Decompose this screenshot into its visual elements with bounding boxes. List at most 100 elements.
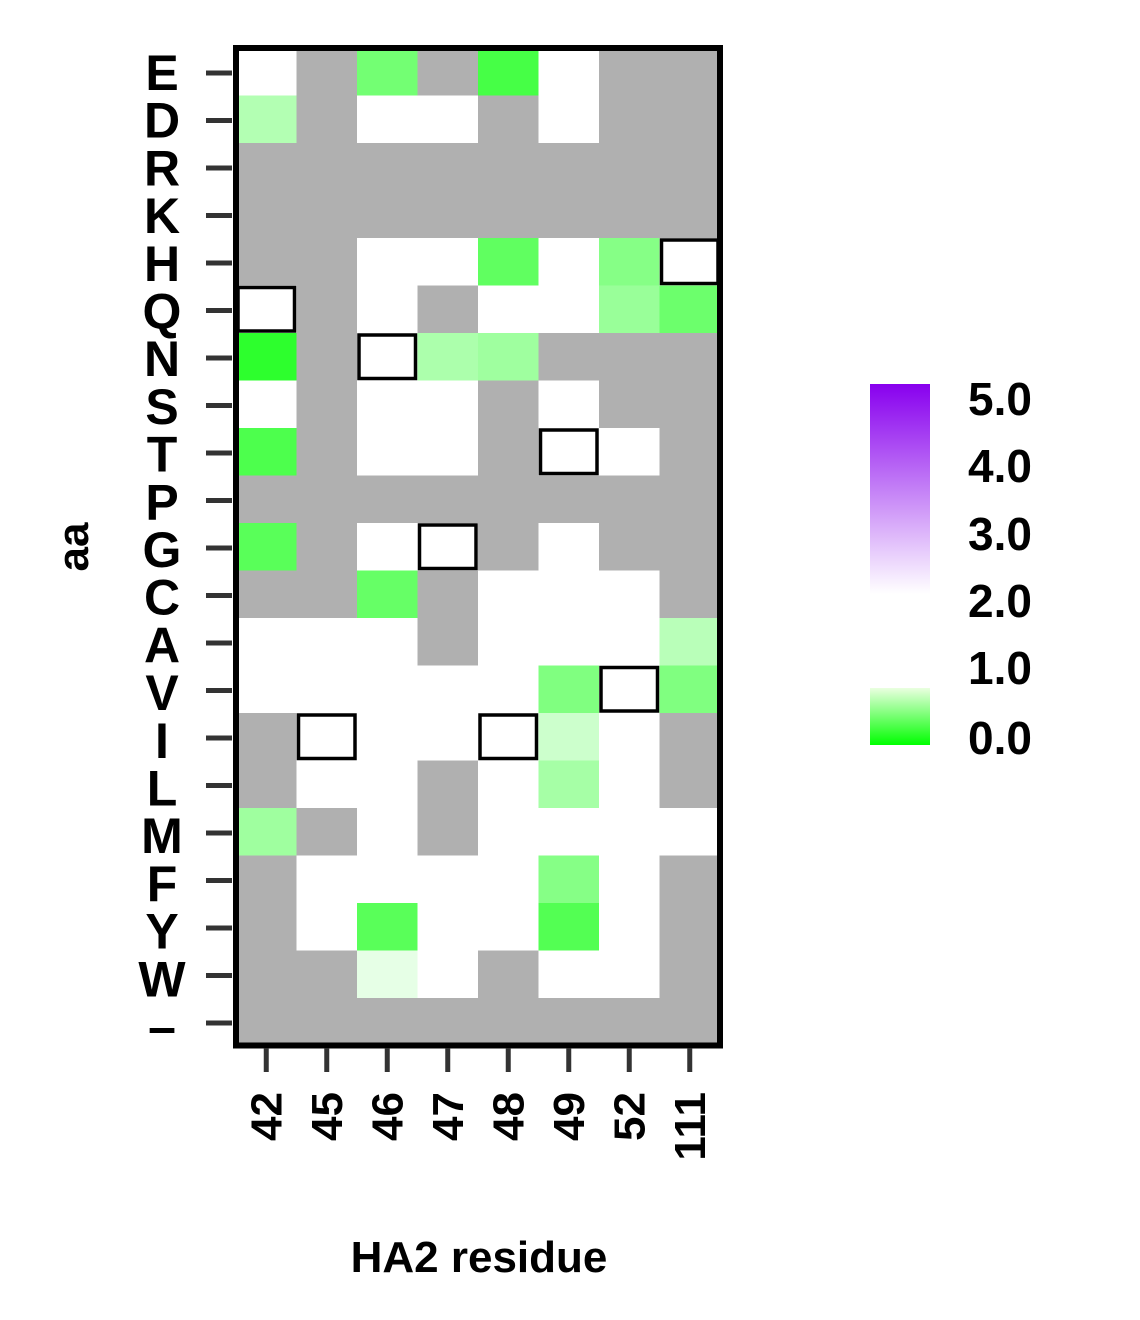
heatmap-cell-49-R [538, 143, 600, 192]
heatmap-cell-46-F [357, 855, 419, 904]
heatmap-cell-47-C [417, 570, 479, 619]
x-tick-label-45: 45 [303, 1092, 352, 1141]
heatmap-cell-52-M [599, 808, 661, 857]
heatmap-cell-46-D [357, 95, 419, 144]
heatmap-cell-47-D [417, 95, 479, 144]
heatmap-cell-42-V [236, 665, 298, 714]
heatmap-cell-45-K [296, 190, 358, 239]
heatmap-cell-42-Y [236, 903, 298, 952]
heatmap-cell-42-I [236, 713, 298, 762]
heatmap-cell-49-Q [538, 285, 600, 334]
heatmap-cell-111-T [659, 428, 721, 477]
heatmap-cell-47-L [417, 760, 479, 809]
heatmap-cell-47-M [417, 808, 479, 857]
heatmap-cell-42-H [236, 238, 298, 287]
y-tick-label-4: H [144, 236, 180, 292]
heatmap-cell-45-V [296, 665, 358, 714]
heatmap-cell-49-L [538, 760, 600, 809]
heatmap-cell-49-I [538, 713, 600, 762]
heatmap-cell-46-– [357, 998, 419, 1047]
heatmap-cell-42-L [236, 760, 298, 809]
heatmap-cell-47-A [417, 618, 479, 667]
heatmap-cell-46-L [357, 760, 419, 809]
heatmap-cell-42-F [236, 855, 298, 904]
x-tick-label-52: 52 [605, 1092, 654, 1141]
heatmap-cell-46-Y [357, 903, 419, 952]
heatmap-cell-49-N [538, 333, 600, 382]
x-tick-label-46: 46 [363, 1092, 412, 1141]
heatmap-cell-46-T [357, 428, 419, 477]
heatmap-cell-45-G [296, 523, 358, 572]
heatmap-cell-52-A [599, 618, 661, 667]
heatmap-cell-49-– [538, 998, 600, 1047]
heatmap-cell-46-C [357, 570, 419, 619]
x-tick-label-111: 111 [666, 1092, 715, 1161]
heatmap-cell-49-T [538, 428, 600, 477]
heatmap-cell-52-E [599, 48, 661, 97]
y-tick-label-6: N [144, 331, 180, 387]
heatmap-cell-52-Q [599, 285, 661, 334]
heatmap-cell-42-P [236, 475, 298, 524]
heatmap-cell-52-W [599, 950, 661, 999]
heatmap-cell-46-H [357, 238, 419, 287]
heatmap-cell-111-N [659, 333, 721, 382]
heatmap-cell-47-K [417, 190, 479, 239]
heatmap-cell-46-K [357, 190, 419, 239]
y-tick-label-11: C [144, 570, 180, 626]
heatmap-cell-48-W [478, 950, 540, 999]
heatmap-cell-47-Q [417, 285, 479, 334]
heatmap-cell-49-E [538, 48, 600, 97]
colorbar: 5.0 4.0 3.0 2.0 1.0 0.0 [870, 373, 1032, 764]
heatmap-cell-49-D [538, 95, 600, 144]
heatmap-cell-46-M [357, 808, 419, 857]
heatmap-cell-48-S [478, 380, 540, 429]
heatmap-cell-52-G [599, 523, 661, 572]
heatmap-cell-48-P [478, 475, 540, 524]
x-axis: 42 45 46 47 48 49 52 111 [242, 1048, 715, 1161]
heatmap-cell-46-E [357, 48, 419, 97]
heatmap-cell-46-W [357, 950, 419, 999]
heatmap-cell-48-T [478, 428, 540, 477]
heatmap-cell-46-Q [357, 285, 419, 334]
heatmap-cell-52-C [599, 570, 661, 619]
heatmap-cell-111-L [659, 760, 721, 809]
heatmap-cell-111-G [659, 523, 721, 572]
y-tick-label-5: Q [143, 284, 182, 340]
heatmap-cell-45-H [296, 238, 358, 287]
colorbar-tick-label-3: 2.0 [968, 575, 1032, 627]
heatmap-cell-47-N [417, 333, 479, 382]
heatmap-cell-45-M [296, 808, 358, 857]
heatmap-cell-111-W [659, 950, 721, 999]
x-axis-title: HA2 residue [351, 1233, 608, 1282]
heatmap-cell-42-– [236, 998, 298, 1047]
heatmap-cell-45-N [296, 333, 358, 382]
heatmap-cell-42-N [236, 333, 298, 382]
heatmap-cell-111-A [659, 618, 721, 667]
heatmap-cell-111-K [659, 190, 721, 239]
heatmap-cell-49-G [538, 523, 600, 572]
heatmap-cell-42-C [236, 570, 298, 619]
heatmap-cell-48-E [478, 48, 540, 97]
heatmap-cell-47-H [417, 238, 479, 287]
heatmap-cell-49-V [538, 665, 600, 714]
y-tick-label-13: V [145, 665, 179, 721]
colorbar-tick-label-2: 3.0 [968, 508, 1032, 560]
heatmap-cell-42-D [236, 95, 298, 144]
heatmap-cell-48-F [478, 855, 540, 904]
y-tick-label-8: T [147, 427, 178, 483]
y-tick-label-15: L [147, 761, 178, 817]
heatmap-cell-47-I [417, 713, 479, 762]
heatmap-cell-42-G [236, 523, 298, 572]
y-axis-title: aa [49, 522, 98, 571]
colorbar-tick-label-1: 4.0 [968, 440, 1032, 492]
heatmap-cell-47-R [417, 143, 479, 192]
heatmap-cell-52-N [599, 333, 661, 382]
heatmap-cell-46-A [357, 618, 419, 667]
heatmap-cell-48-C [478, 570, 540, 619]
colorbar-low-segment [870, 688, 930, 745]
heatmap-cell-111-E [659, 48, 721, 97]
heatmap-cell-52-D [599, 95, 661, 144]
heatmap-cell-52-P [599, 475, 661, 524]
heatmap-cell-45-L [296, 760, 358, 809]
heatmap-cell-42-R [236, 143, 298, 192]
